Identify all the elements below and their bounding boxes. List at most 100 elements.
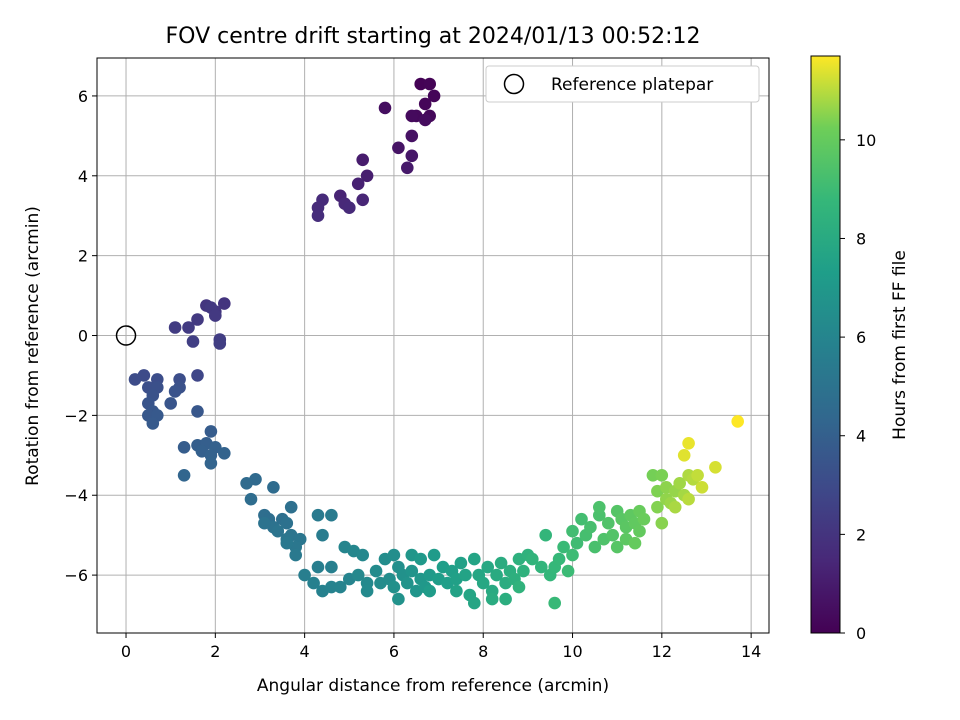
data-point <box>709 461 722 474</box>
data-point <box>177 469 191 482</box>
data-point <box>311 560 325 574</box>
data-point <box>539 528 552 542</box>
x-tick-label: 2 <box>210 642 220 661</box>
data-point <box>526 552 539 566</box>
data-point <box>423 584 437 598</box>
x-tick-label: 6 <box>389 642 399 661</box>
x-tick-label: 12 <box>652 642 672 661</box>
data-point <box>535 560 548 574</box>
legend-label: Reference platepar <box>551 75 713 95</box>
data-point <box>418 113 432 127</box>
data-point <box>356 153 370 167</box>
data-point <box>668 500 682 514</box>
data-point <box>655 469 669 482</box>
data-point <box>418 97 432 111</box>
data-point <box>316 528 329 542</box>
data-point <box>186 335 200 348</box>
data-point <box>566 548 579 562</box>
data-point <box>244 492 258 506</box>
data-point <box>655 516 669 530</box>
data-point <box>651 500 664 514</box>
colorbar-tick-label: 2 <box>856 525 866 544</box>
x-axis-label: Angular distance from reference (arcmin) <box>257 676 609 696</box>
data-point <box>593 500 606 514</box>
data-point <box>682 492 695 506</box>
data-point <box>209 309 222 322</box>
data-point <box>191 405 204 418</box>
data-point <box>401 576 414 590</box>
y-tick-label: −2 <box>64 406 88 425</box>
data-point <box>284 500 298 514</box>
data-point <box>240 477 253 490</box>
colorbar-ticks: 0 2 4 6 8 10 <box>840 131 876 643</box>
data-point <box>343 201 356 214</box>
x-axis-ticks: 0 2 4 6 8 10 12 14 <box>121 633 761 661</box>
data-point <box>561 564 575 578</box>
data-point <box>468 596 481 610</box>
x-tick-label: 8 <box>478 642 488 661</box>
data-point <box>378 101 392 115</box>
data-point <box>307 576 320 590</box>
data-point <box>610 540 624 554</box>
data-point <box>405 109 419 123</box>
data-point <box>392 592 405 606</box>
plot-frame <box>96 57 770 634</box>
data-point <box>512 580 526 594</box>
legend-reference-marker <box>503 73 525 95</box>
data-point <box>677 449 691 462</box>
data-point <box>325 508 338 522</box>
data-point <box>468 552 481 566</box>
colorbar: 0 2 4 6 8 10 Hours from first FF file <box>810 55 910 643</box>
data-point <box>405 564 419 578</box>
data-point <box>311 508 325 522</box>
data-point <box>325 560 338 574</box>
data-point <box>146 417 160 430</box>
data-point <box>490 568 503 582</box>
y-tick-label: 2 <box>78 247 88 266</box>
data-point <box>334 580 347 594</box>
data-point <box>552 552 566 566</box>
data-point <box>271 524 285 538</box>
data-point <box>731 415 744 428</box>
y-tick-label: 6 <box>78 87 88 106</box>
x-tick-label: 14 <box>741 642 761 661</box>
data-point <box>213 337 227 350</box>
y-tick-label: −6 <box>64 566 88 585</box>
data-point <box>414 552 428 566</box>
data-point <box>168 321 182 334</box>
data-point <box>646 469 660 482</box>
legend-box <box>485 65 760 103</box>
data-point <box>499 592 512 606</box>
data-point <box>481 560 495 574</box>
data-point <box>177 441 191 454</box>
data-point <box>628 536 642 550</box>
data-point <box>414 77 428 91</box>
data-point <box>557 540 570 554</box>
data-point <box>204 457 218 470</box>
data-point <box>450 584 463 598</box>
colorbar-tick-label: 10 <box>856 131 876 150</box>
data-point <box>204 425 218 438</box>
data-point <box>575 512 588 526</box>
data-point <box>517 564 530 578</box>
colorbar-tick-label: 6 <box>856 328 866 347</box>
data-point <box>356 193 370 207</box>
data-point <box>191 369 204 382</box>
grid-lines <box>97 58 769 633</box>
data-point <box>423 77 437 91</box>
data-point <box>695 481 709 494</box>
data-point <box>356 548 370 562</box>
data-point <box>182 321 195 334</box>
chart-title: FOV centre drift starting at 2024/01/13 … <box>166 24 701 49</box>
data-point <box>566 524 579 538</box>
data-point <box>351 177 365 191</box>
y-tick-label: 4 <box>78 167 88 186</box>
x-tick-label: 0 <box>121 642 131 661</box>
colorbar-label: Hours from first FF file <box>890 250 910 440</box>
data-point <box>280 516 294 530</box>
data-point <box>369 564 383 578</box>
data-point <box>682 437 695 450</box>
data-point <box>454 556 468 570</box>
data-point <box>401 161 414 175</box>
